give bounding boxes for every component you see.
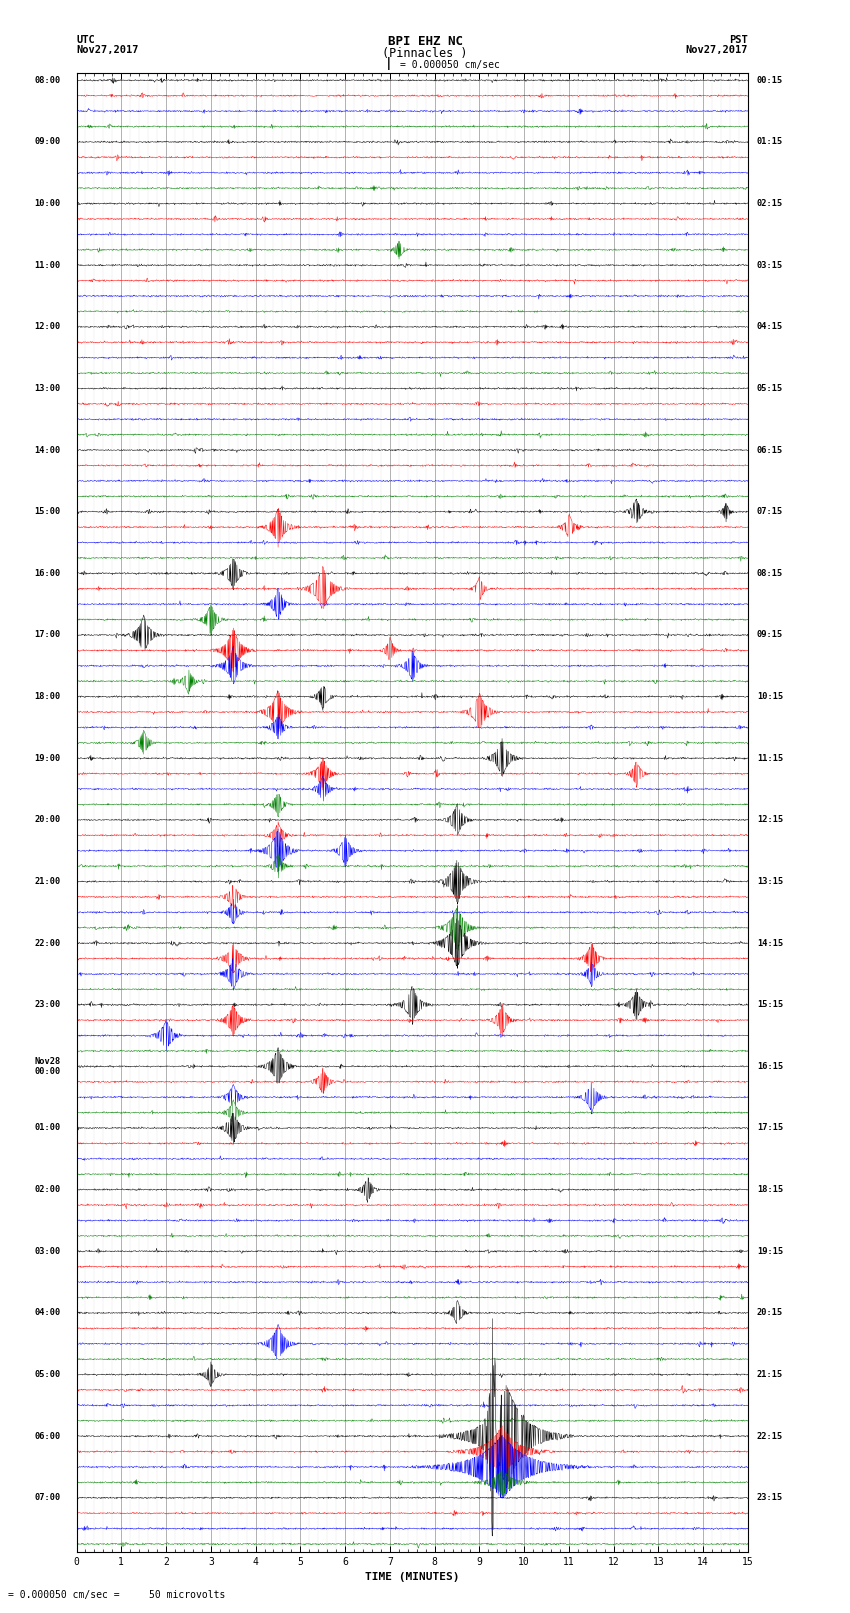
- Text: 20:15: 20:15: [757, 1308, 783, 1318]
- Text: 13:00: 13:00: [35, 384, 61, 394]
- Text: 18:15: 18:15: [757, 1186, 783, 1194]
- Text: 04:00: 04:00: [35, 1308, 61, 1318]
- Text: 05:00: 05:00: [35, 1369, 61, 1379]
- Text: 15:00: 15:00: [35, 506, 61, 516]
- Text: 05:15: 05:15: [757, 384, 783, 394]
- Text: 18:00: 18:00: [35, 692, 61, 702]
- Text: = 0.000050 cm/sec =     50 microvolts: = 0.000050 cm/sec = 50 microvolts: [8, 1590, 226, 1600]
- Text: 21:15: 21:15: [757, 1369, 783, 1379]
- Text: 01:15: 01:15: [757, 137, 783, 147]
- Text: 20:00: 20:00: [35, 815, 61, 824]
- Text: 17:00: 17:00: [35, 631, 61, 639]
- Text: 15:15: 15:15: [757, 1000, 783, 1010]
- Text: 17:15: 17:15: [757, 1124, 783, 1132]
- Text: 07:15: 07:15: [757, 506, 783, 516]
- Text: UTC: UTC: [76, 35, 95, 45]
- Text: 12:00: 12:00: [35, 323, 61, 331]
- Text: 02:00: 02:00: [35, 1186, 61, 1194]
- Text: 09:00: 09:00: [35, 137, 61, 147]
- Text: |: |: [385, 58, 392, 71]
- Text: 02:15: 02:15: [757, 198, 783, 208]
- Text: PST: PST: [729, 35, 748, 45]
- Text: 19:00: 19:00: [35, 753, 61, 763]
- Text: Nov27,2017: Nov27,2017: [685, 45, 748, 55]
- Text: 23:00: 23:00: [35, 1000, 61, 1010]
- Text: 08:00: 08:00: [35, 76, 61, 85]
- Text: 13:15: 13:15: [757, 877, 783, 886]
- Text: 14:15: 14:15: [757, 939, 783, 947]
- Text: 16:15: 16:15: [757, 1061, 783, 1071]
- Text: 21:00: 21:00: [35, 877, 61, 886]
- Text: (Pinnacles ): (Pinnacles ): [382, 47, 468, 60]
- Text: 03:15: 03:15: [757, 261, 783, 269]
- Text: 08:15: 08:15: [757, 569, 783, 577]
- Text: 10:15: 10:15: [757, 692, 783, 702]
- Text: Nov28
00:00: Nov28 00:00: [35, 1057, 61, 1076]
- Text: 22:15: 22:15: [757, 1432, 783, 1440]
- Text: 19:15: 19:15: [757, 1247, 783, 1257]
- Text: 03:00: 03:00: [35, 1247, 61, 1257]
- Text: 11:15: 11:15: [757, 753, 783, 763]
- Text: 01:00: 01:00: [35, 1124, 61, 1132]
- Text: 10:00: 10:00: [35, 198, 61, 208]
- Text: 14:00: 14:00: [35, 445, 61, 455]
- Text: 07:00: 07:00: [35, 1494, 61, 1502]
- Text: 22:00: 22:00: [35, 939, 61, 947]
- Text: 04:15: 04:15: [757, 323, 783, 331]
- Text: = 0.000050 cm/sec: = 0.000050 cm/sec: [400, 60, 499, 69]
- Text: 06:00: 06:00: [35, 1432, 61, 1440]
- Text: 00:15: 00:15: [757, 76, 783, 85]
- Text: 12:15: 12:15: [757, 815, 783, 824]
- X-axis label: TIME (MINUTES): TIME (MINUTES): [365, 1573, 460, 1582]
- Text: 23:15: 23:15: [757, 1494, 783, 1502]
- Text: 09:15: 09:15: [757, 631, 783, 639]
- Text: 06:15: 06:15: [757, 445, 783, 455]
- Text: Nov27,2017: Nov27,2017: [76, 45, 139, 55]
- Text: 11:00: 11:00: [35, 261, 61, 269]
- Text: BPI EHZ NC: BPI EHZ NC: [388, 35, 462, 48]
- Text: 16:00: 16:00: [35, 569, 61, 577]
